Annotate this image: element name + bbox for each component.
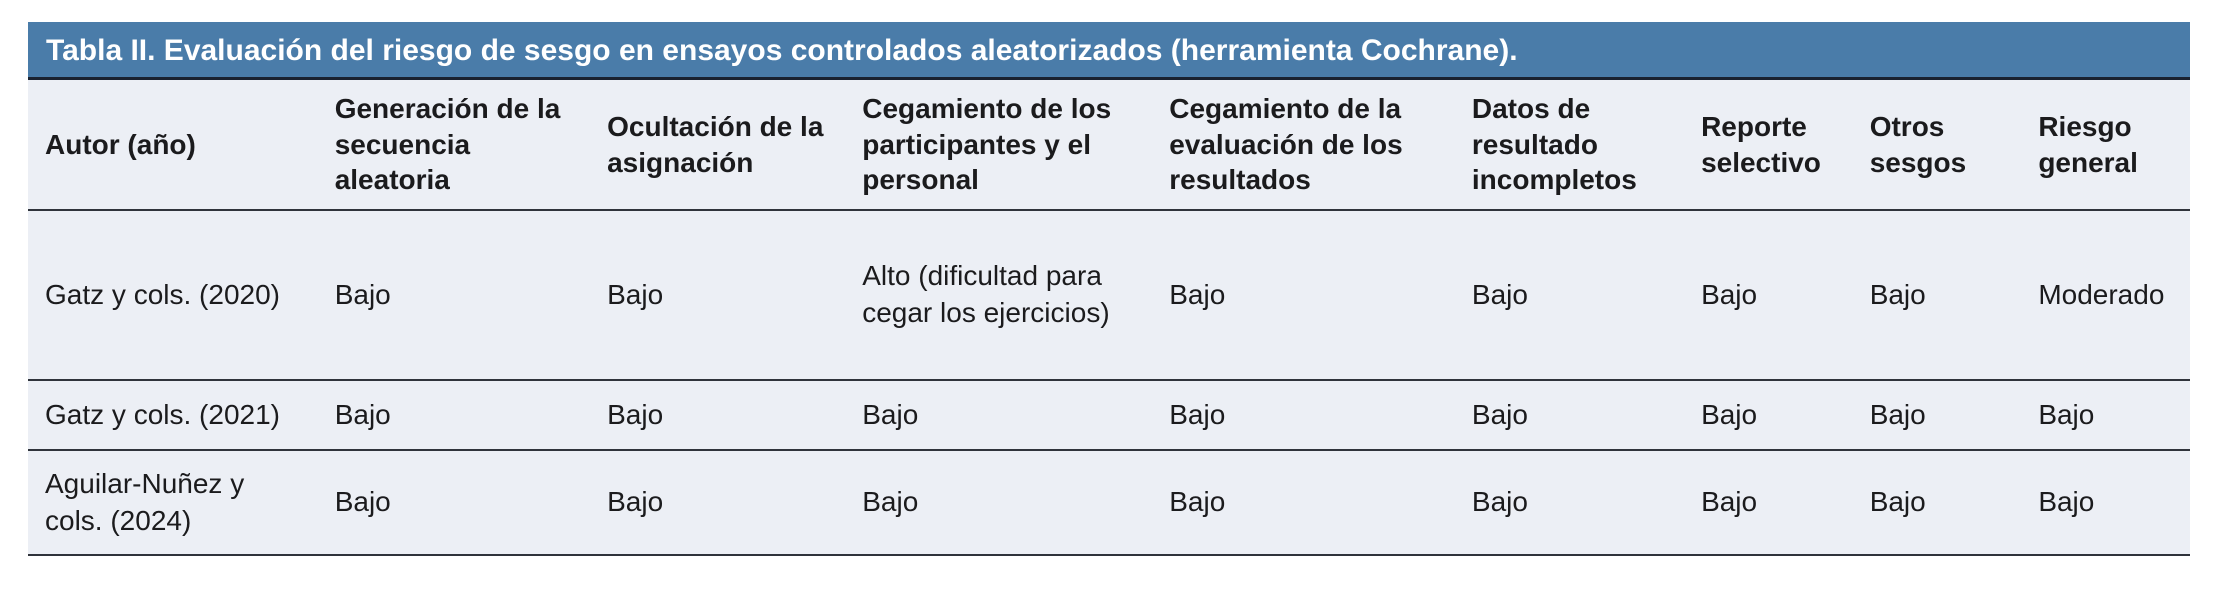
risk-value-cell: Bajo [1169, 278, 1226, 310]
table-row: Gatz y cols. (2021) Bajo Bajo Bajo Bajo Bajo B… [28, 380, 2190, 450]
table-body: Gatz y cols. (2020) Bajo Bajo Alto (dificul… [28, 210, 2190, 555]
table-title-bar: Tabla II. Evaluación del riesgo de sesgo… [28, 22, 2190, 80]
column-header-9: Riesgo general [2038, 110, 2138, 178]
author-cell: Gatz y cols. (2020) [45, 278, 280, 310]
risk-value-cell: Bajo [862, 486, 919, 518]
risk-value-cell: Bajo [1701, 486, 1758, 518]
author-cell: Gatz y cols. (2021) [45, 398, 280, 430]
risk-value-cell: Bajo [1869, 278, 1926, 310]
risk-value-cell: Bajo [607, 398, 664, 430]
risk-value-cell: Bajo [607, 486, 664, 518]
risk-value-cell: Bajo [334, 398, 391, 430]
risk-value-cell: Bajo [2038, 486, 2095, 518]
table-header: Autor (año) Generación de la secuencia al… [28, 80, 2190, 210]
risk-value-cell: Bajo [1869, 398, 1926, 430]
column-header-4: Cegamiento de los participantes y el per… [862, 92, 1112, 196]
risk-value-cell: Bajo [1471, 278, 1528, 310]
bias-risk-table-card: Tabla II. Evaluación del riesgo de sesgo… [28, 22, 2190, 556]
table-header-row: Autor (año) Generación de la secuencia al… [28, 80, 2190, 210]
author-cell: Aguilar-Nuñez y cols. (2024) [45, 467, 245, 536]
risk-value-cell: Bajo [2038, 398, 2095, 430]
risk-value-cell: Bajo [334, 486, 391, 518]
risk-value-cell: Bajo [1471, 486, 1528, 518]
column-header-5: Cegamiento de la evaluación de los resul… [1169, 92, 1403, 196]
column-header-1: Autor (año) [45, 128, 196, 160]
risk-value-cell: Moderado [2038, 278, 2165, 310]
risk-value-cell: Bajo [1169, 398, 1226, 430]
table-title: Tabla II. Evaluación del riesgo de sesgo… [46, 34, 1518, 67]
risk-value-cell: Bajo [1169, 486, 1226, 518]
risk-value-cell: Bajo [1701, 278, 1758, 310]
risk-value-cell: Bajo [1471, 398, 1528, 430]
column-header-2: Generación de la secuencia aleatoria [334, 92, 561, 196]
risk-value-cell: Bajo [1701, 398, 1758, 430]
bias-risk-table: Autor (año) Generación de la secuencia al… [28, 80, 2190, 556]
column-header-8: Otros sesgos [1869, 110, 1967, 178]
risk-value-cell: Alto (dificultad para cegar los ejercici… [862, 260, 1110, 328]
risk-value-cell: Bajo [334, 278, 391, 310]
risk-value-cell: Bajo [862, 398, 919, 430]
column-header-7: Reporte selectivo [1701, 110, 1821, 178]
table-row: Gatz y cols. (2020) Bajo Bajo Alto (dificul… [28, 210, 2190, 380]
risk-value-cell: Bajo [607, 278, 664, 310]
column-header-6: Datos de resultado incompletos [1471, 92, 1637, 196]
risk-value-cell: Bajo [1869, 486, 1926, 518]
column-header-3: Ocultación de la asignación [607, 110, 824, 178]
table-row: Aguilar-Nuñez y cols. (2024) Bajo Bajo Bajo… [28, 450, 2190, 555]
